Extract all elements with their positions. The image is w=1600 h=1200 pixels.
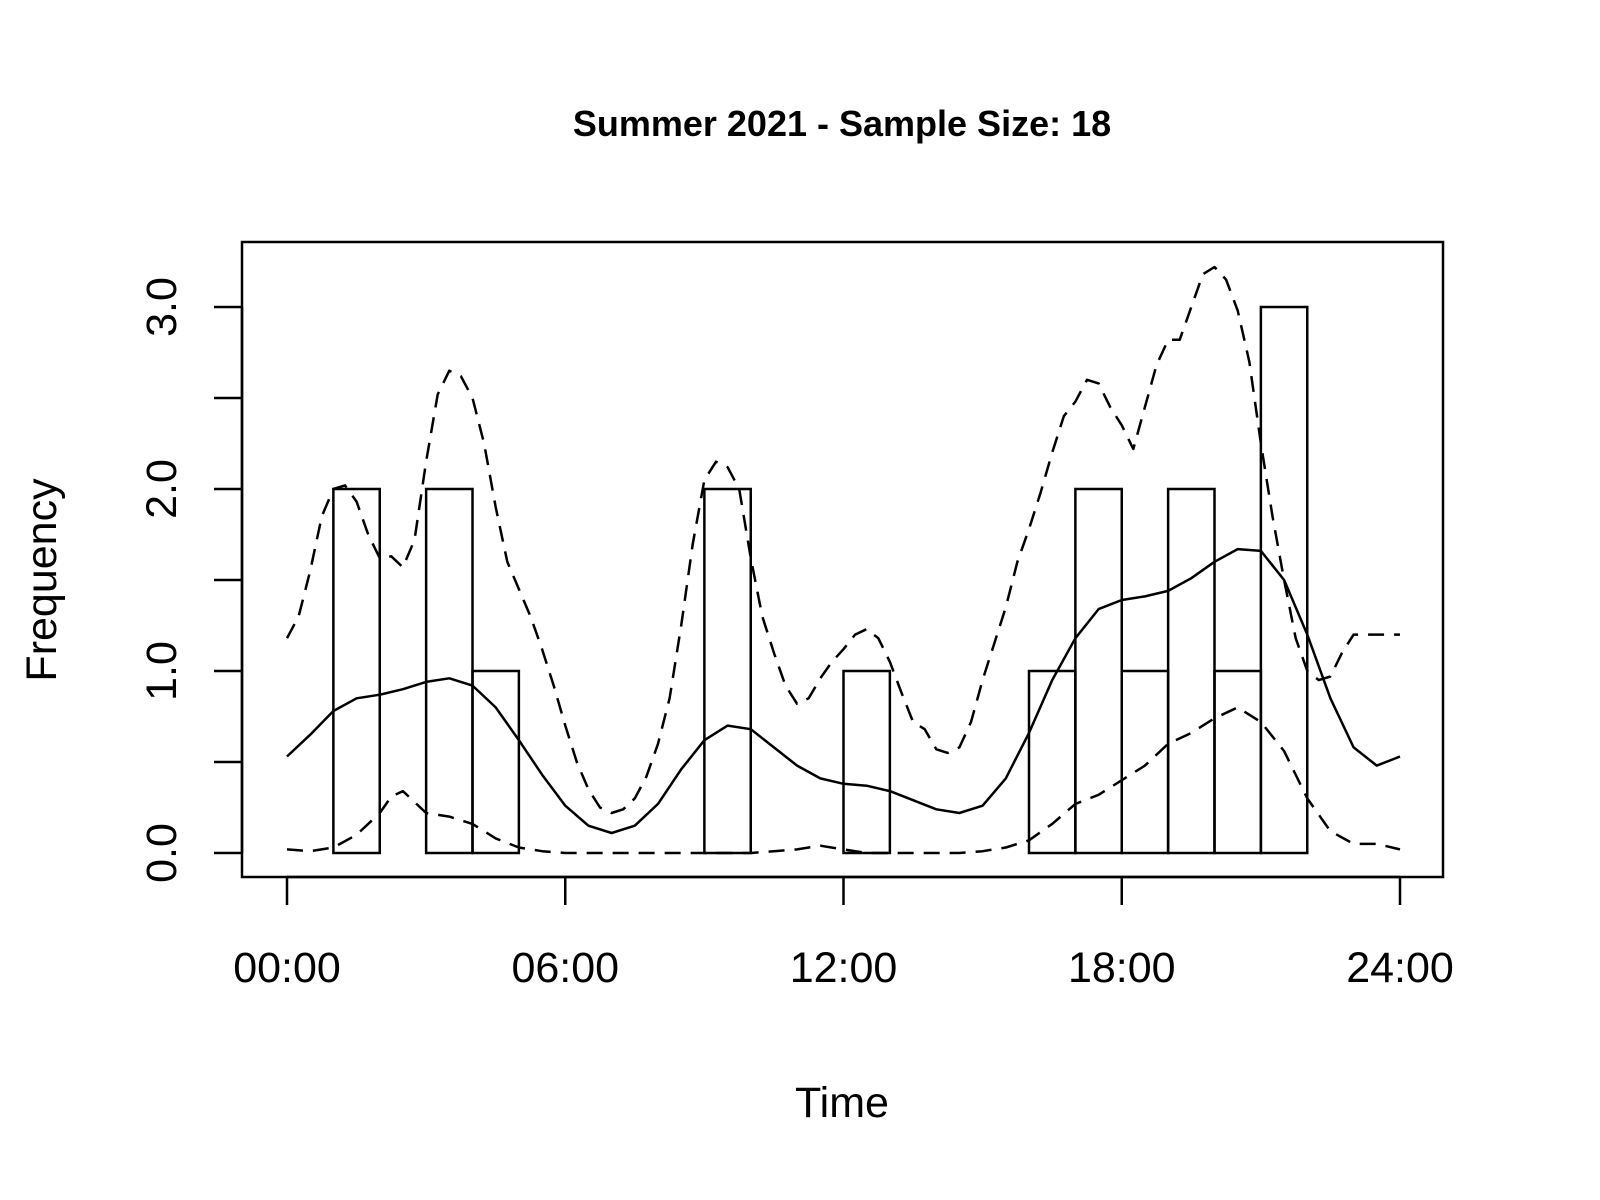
x-tick-label: 06:00 — [511, 944, 619, 992]
y-axis: 0.0 1.0 2.0 3.0 — [138, 277, 244, 883]
density-line — [286, 547, 1401, 835]
x-tick-label: 24:00 — [1346, 944, 1454, 992]
histogram-bars — [332, 305, 1309, 855]
x-tick-label: 12:00 — [790, 944, 898, 992]
density-curves — [285, 265, 1401, 855]
y-tick-label: 1.0 — [138, 641, 186, 701]
y-tick-label: 2.0 — [138, 459, 186, 519]
lower-bound-line — [286, 706, 1401, 855]
y-tick-label: 0.0 — [138, 823, 186, 883]
upper-bound-line — [285, 265, 1400, 815]
x-axis-label: Time — [795, 1079, 889, 1127]
histogram-bar — [332, 487, 381, 855]
histogram-bar — [842, 669, 892, 855]
y-tick-label: 3.0 — [138, 277, 186, 337]
histogram-bar — [1259, 305, 1309, 855]
x-axis: 00:00 06:00 12:00 18:00 24:00 — [233, 875, 1454, 992]
histogram-bar — [471, 669, 521, 855]
x-tick-label: 18:00 — [1068, 944, 1176, 992]
x-tick-label: 00:00 — [233, 944, 341, 992]
y-axis-label: Frequency — [18, 478, 66, 682]
chart-title: Summer 2021 - Sample Size: 18 — [573, 103, 1111, 144]
